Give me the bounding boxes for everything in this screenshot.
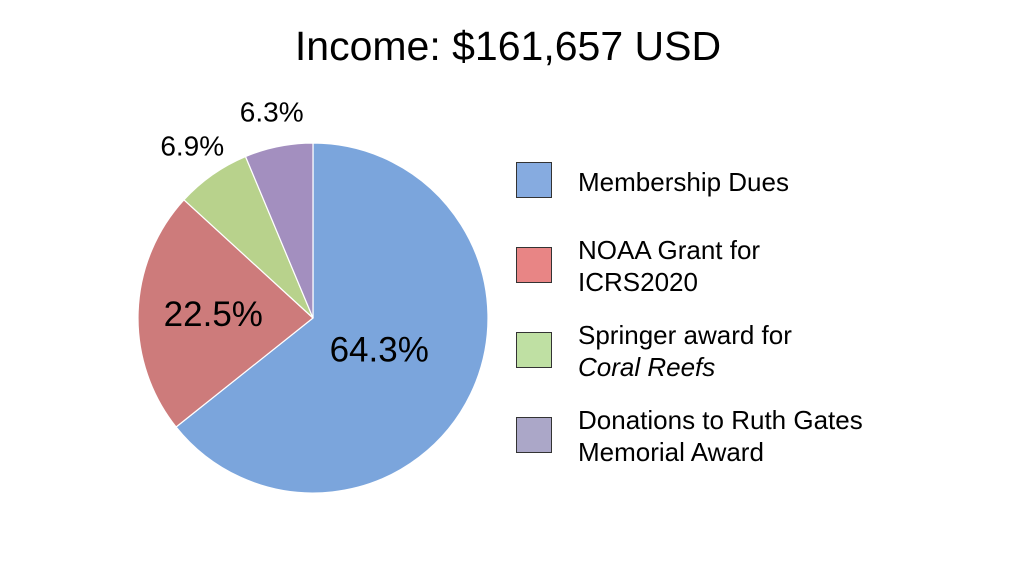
data-label-springer-award: 6.9%	[160, 131, 224, 162]
legend-item-springer-award: Springer award for Coral Reefs	[516, 320, 996, 390]
legend-label-ruth-gates-line2: Memorial Award	[578, 437, 764, 467]
chart-title: Income: $161,657 USD	[294, 23, 722, 69]
legend-label-ruth-gates-line1: Donations to Ruth Gates	[578, 405, 863, 435]
data-label-membership-dues: 64.3%	[330, 330, 429, 369]
legend-swatch-membership-dues	[516, 162, 552, 198]
legend-label-springer-award-line2: Coral Reefs	[578, 352, 716, 382]
legend-label-noaa-grant-line2: ICRS2020	[578, 267, 698, 297]
legend-item-noaa-grant: NOAA Grant for ICRS2020	[516, 235, 996, 305]
data-label-ruth-gates-donations: 6.3%	[240, 97, 304, 128]
legend-swatch-ruth-gates-donations	[516, 417, 552, 453]
legend-swatch-springer-award	[516, 332, 552, 368]
legend-label-membership-dues: Membership Dues	[578, 167, 789, 197]
legend-swatch-noaa-grant	[516, 247, 552, 283]
slice-noaa-grant	[137, 198, 314, 428]
data-label-noaa-grant: 22.5%	[164, 295, 263, 334]
slice-membership-dues	[175, 142, 489, 494]
slice-ruth-gates-donations	[244, 142, 314, 319]
legend-label-springer-award-line1: Springer award for	[578, 320, 792, 350]
legend-item-ruth-gates-donations: Donations to Ruth Gates Memorial Award	[516, 405, 996, 475]
legend-item-membership-dues: Membership Dues	[516, 150, 996, 220]
legend-label-noaa-grant-line1: NOAA Grant for	[578, 235, 761, 265]
